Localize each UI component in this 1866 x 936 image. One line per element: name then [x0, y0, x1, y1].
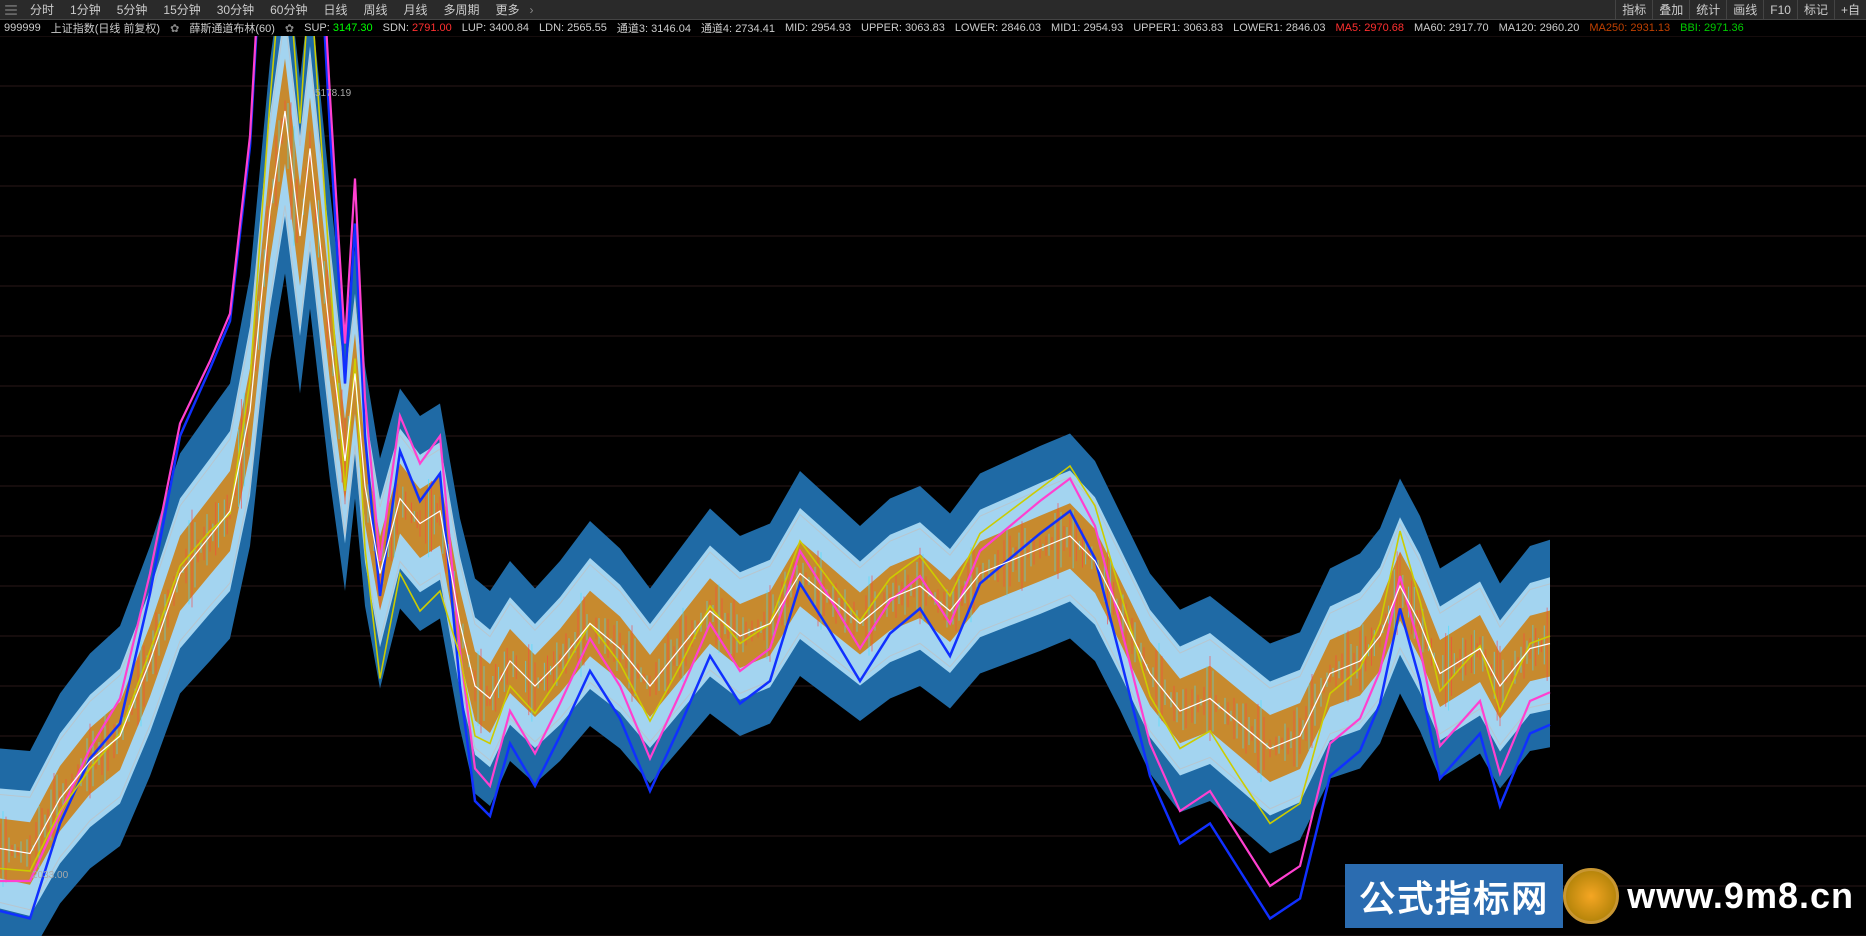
- timeframe-5[interactable]: 60分钟: [262, 0, 315, 20]
- tool-3[interactable]: 画线: [1726, 0, 1763, 20]
- lower-value: 2846.03: [1001, 22, 1041, 34]
- timeframe-2[interactable]: 5分钟: [109, 0, 156, 20]
- more-arrow-icon: ›: [530, 3, 534, 17]
- watermark: 公式指标网 www.9m8.cn: [1345, 864, 1854, 928]
- watermark-badge-icon: [1563, 868, 1619, 924]
- timeframe-7[interactable]: 周线: [355, 0, 395, 20]
- watermark-text-left: 公式指标网: [1345, 864, 1563, 928]
- watermark-text-right: www.9m8.cn: [1619, 875, 1854, 917]
- mid1-value: 2954.93: [1083, 22, 1123, 34]
- upper-value: 3063.83: [905, 22, 945, 34]
- timeframe-3[interactable]: 15分钟: [155, 0, 208, 20]
- lower1-value: 2846.03: [1286, 22, 1326, 34]
- timeframe-1[interactable]: 1分钟: [62, 0, 109, 20]
- timeframe-6[interactable]: 日线: [315, 0, 355, 20]
- stock-code: 999999: [4, 22, 41, 34]
- ch3-value: 3146.04: [651, 23, 691, 35]
- timeframe-toolbar: 分时1分钟5分钟15分钟30分钟60分钟日线周线月线多周期更多 › 指标叠加统计…: [0, 0, 1866, 20]
- menu-icon[interactable]: [4, 3, 18, 17]
- timeframe-0[interactable]: 分时: [22, 0, 62, 20]
- timeframe-4[interactable]: 30分钟: [209, 0, 262, 20]
- stock-name: 上证指数(日线 前复权): [51, 20, 160, 36]
- indicator-info-line: 999999 上证指数(日线 前复权) ✿ 薛斯通道布林(60) ✿ SUP: …: [0, 20, 1866, 36]
- tool-4[interactable]: F10: [1763, 0, 1797, 20]
- timeframe-8[interactable]: 月线: [396, 0, 436, 20]
- chart-area[interactable]: 5178.19 2033.00 公式指标网 www.9m8.cn: [0, 36, 1866, 936]
- tool-1[interactable]: 叠加: [1652, 0, 1689, 20]
- bbi-value: 2971.36: [1704, 22, 1744, 34]
- ma5-value: 2970.68: [1364, 22, 1404, 34]
- ma60-value: 2917.70: [1449, 22, 1489, 34]
- tool-6[interactable]: +自: [1834, 0, 1866, 20]
- ldn-value: 2565.55: [567, 22, 607, 34]
- ma250-value: 2931.13: [1630, 22, 1670, 34]
- gear-icon[interactable]: ✿: [285, 22, 294, 35]
- timeframe-9[interactable]: 多周期: [436, 0, 488, 20]
- low-price-label: 2033.00: [32, 870, 68, 881]
- ch4-value: 2734.41: [735, 23, 775, 35]
- tool-2[interactable]: 统计: [1689, 0, 1726, 20]
- peak-price-label: 5178.19: [315, 88, 351, 99]
- gear-icon[interactable]: ✿: [170, 22, 179, 35]
- tool-5[interactable]: 标记: [1797, 0, 1834, 20]
- timeframe-10[interactable]: 更多: [488, 0, 528, 20]
- ma120-value: 2960.20: [1540, 22, 1580, 34]
- price-chart: [0, 36, 1866, 936]
- sup-value: 3147.30: [333, 22, 373, 34]
- mid-value: 2954.93: [811, 22, 851, 34]
- tool-0[interactable]: 指标: [1615, 0, 1652, 20]
- sdn-value: 2791.00: [412, 22, 452, 34]
- upper1-value: 3063.83: [1183, 22, 1223, 34]
- indicator-name: 薛斯通道布林(60): [189, 20, 275, 36]
- lup-value: 3400.84: [489, 22, 529, 34]
